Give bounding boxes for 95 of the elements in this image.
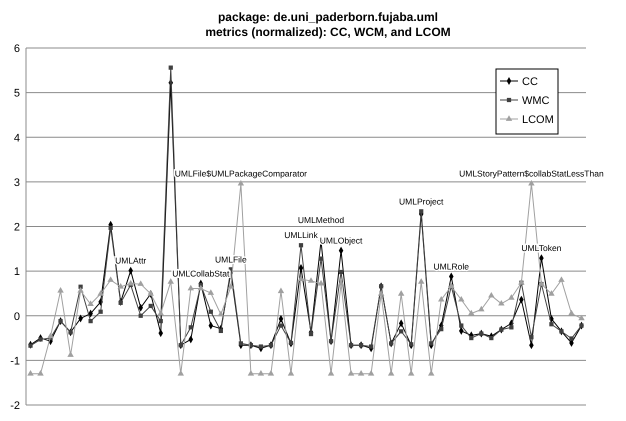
point — [419, 209, 424, 214]
point — [509, 325, 514, 330]
y-tick-label: 3 — [14, 176, 20, 189]
y-tick-label: 5 — [14, 88, 20, 100]
point — [568, 310, 575, 316]
point — [418, 278, 424, 284]
point — [27, 370, 34, 376]
point — [248, 370, 254, 376]
point — [258, 370, 264, 376]
annotation: UMLMethod — [298, 214, 344, 225]
point — [348, 370, 354, 376]
point — [278, 287, 284, 294]
point — [238, 180, 244, 186]
legend-label: CC — [522, 76, 538, 88]
point — [469, 336, 474, 340]
point — [408, 370, 414, 376]
point — [438, 296, 444, 302]
point — [399, 329, 404, 334]
point — [458, 296, 464, 302]
annotation: UMLFile$UMLPackageComparator — [174, 168, 308, 179]
point — [578, 314, 585, 320]
chart-subtitle: metrics (normalized): CC, WCM, and LCOM — [205, 25, 451, 39]
point — [47, 332, 54, 338]
point — [168, 278, 174, 284]
point — [318, 280, 324, 286]
point — [198, 284, 204, 290]
point — [478, 306, 485, 312]
point — [148, 304, 153, 308]
annotation: UMLFile — [215, 254, 247, 264]
point — [107, 276, 114, 282]
point — [67, 351, 74, 357]
point — [388, 370, 394, 376]
point — [168, 66, 173, 70]
point — [529, 335, 534, 340]
point — [158, 310, 164, 316]
point — [268, 370, 274, 376]
point — [218, 328, 223, 334]
point — [138, 314, 143, 318]
annotation: UMLAttr — [115, 256, 146, 266]
point — [298, 275, 304, 282]
point — [328, 370, 334, 376]
point — [97, 290, 104, 296]
point — [108, 226, 113, 230]
point — [57, 287, 64, 293]
point — [338, 280, 344, 286]
legend-label: LCOM — [522, 114, 554, 126]
point — [188, 284, 194, 290]
point — [158, 318, 163, 324]
point — [549, 322, 554, 326]
legend-label: WMC — [522, 95, 550, 107]
point — [468, 310, 475, 316]
point — [398, 290, 404, 296]
point — [137, 280, 144, 286]
y-tick-label: 4 — [14, 132, 20, 144]
point — [558, 276, 565, 282]
annotation: UMLRole — [434, 261, 470, 272]
annotation: UMLStoryPattern$collabStatLessThan — [459, 168, 604, 179]
point — [28, 344, 33, 348]
point — [208, 289, 214, 295]
point — [98, 310, 103, 314]
point — [378, 290, 384, 296]
point — [37, 370, 44, 376]
point — [228, 283, 234, 289]
chart-title: package: de.uni_paderborn.fujaba.uml — [218, 10, 438, 24]
point — [87, 300, 94, 306]
y-tick-label: 6 — [14, 43, 20, 55]
point — [548, 290, 555, 296]
point — [459, 323, 464, 328]
point — [117, 283, 124, 289]
point — [318, 256, 324, 261]
point — [368, 370, 374, 376]
point — [298, 243, 304, 248]
y-tick-label: -2 — [10, 400, 20, 412]
point — [429, 341, 434, 346]
y-tick-label: 0 — [14, 310, 20, 323]
y-tick-label: 1 — [14, 266, 20, 278]
y-tick-label: -1 — [10, 355, 20, 368]
point — [127, 280, 134, 286]
point — [358, 370, 364, 376]
annotation: UMLToken — [521, 243, 562, 254]
point — [498, 300, 505, 306]
point — [528, 180, 535, 186]
point — [508, 294, 515, 300]
point — [308, 277, 314, 283]
point — [218, 310, 224, 316]
point — [439, 327, 444, 332]
annotation: UMLProject — [399, 196, 444, 206]
point — [188, 325, 193, 330]
point — [488, 292, 495, 298]
point — [208, 310, 213, 314]
point — [77, 287, 84, 293]
point — [489, 336, 494, 340]
annotation: UMLLink — [284, 230, 319, 240]
y-tick-label: 2 — [14, 222, 20, 234]
point — [288, 370, 294, 376]
